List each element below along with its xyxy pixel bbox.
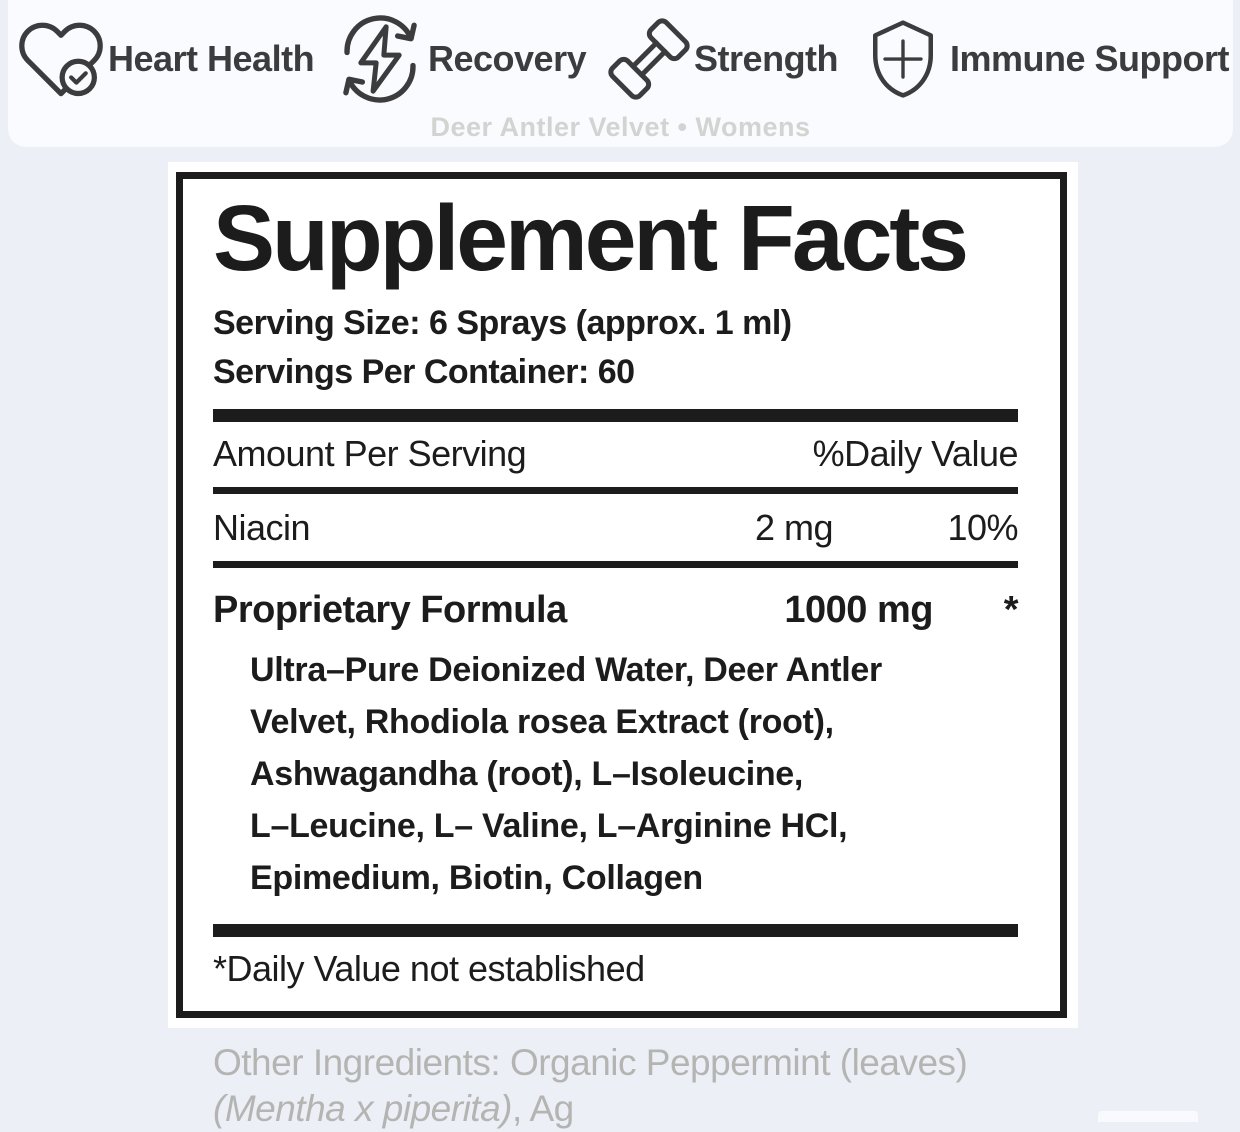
serving-size-text: Serving Size: 6 Sprays (approx. 1 ml): [213, 304, 792, 343]
ingredient-line: Ashwagandha (root), L–Isoleucine,: [250, 754, 804, 793]
product-label-image[interactable]: Supplement Facts Serving Size: 6 Sprays …: [168, 162, 1078, 1028]
divider-thick: [213, 408, 1018, 422]
supplement-facts-title: Supplement Facts: [213, 186, 969, 290]
divider-medium: [213, 561, 1018, 569]
benefit-heart-health: Heart Health: [16, 14, 315, 104]
shield-plus-icon: [858, 14, 948, 104]
product-variant-caption: Deer Antler Velvet • Womens: [430, 112, 811, 142]
benefits-banner: Heart Health Recovery: [8, 0, 1233, 147]
benefit-label: Heart Health: [108, 38, 315, 79]
servings-per-container-text: Servings Per Container: 60: [213, 353, 635, 392]
other-ingredients-line1: Other Ingredients: Organic Peppermint (l…: [213, 1042, 968, 1083]
amount-per-serving-header: Amount Per Serving: [213, 432, 527, 474]
heart-check-icon: [16, 14, 106, 104]
proprietary-ingredients-list: Ultra–Pure Deionized Water, Deer Antler …: [213, 644, 1018, 904]
other-ingredients-line2: (Mentha x piperita), Ag: [213, 1086, 1053, 1132]
divider-thick: [213, 923, 1018, 937]
proprietary-daily-value: *: [1003, 589, 1019, 632]
daily-value-header: %Daily Value: [812, 432, 1019, 474]
ingredient-line: Ultra–Pure Deionized Water, Deer Antler: [250, 650, 882, 689]
next-section-card-edge: [1098, 1111, 1198, 1122]
nutrient-row-niacin: Niacin 2 mg 10%: [213, 506, 1019, 549]
other-ingredients-line2-rest: , Ag: [511, 1088, 574, 1129]
benefit-immune-support: Immune Support: [858, 14, 1229, 104]
nutrient-daily-value: 10%: [947, 507, 1018, 549]
ingredient-line: L–Leucine, L– Valine, L–Arginine HCl,: [250, 806, 848, 845]
divider-medium: [213, 487, 1018, 495]
proprietary-name: Proprietary Formula: [213, 589, 567, 632]
ingredient-line: Velvet, Rhodiola rosea Extract (root),: [250, 702, 834, 741]
benefits-row: Heart Health Recovery: [16, 8, 1229, 110]
other-ingredients-text: Other Ingredients: Organic Peppermint (l…: [213, 1040, 1053, 1132]
facts-header-row: Amount Per Serving %Daily Value: [213, 432, 1019, 475]
dumbbell-icon: [606, 16, 692, 102]
benefit-strength: Strength: [606, 16, 839, 102]
nutrient-amount: 2 mg: [754, 507, 834, 549]
nutrient-name: Niacin: [213, 507, 311, 549]
ingredient-line: Epimedium, Biotin, Collagen: [250, 858, 703, 897]
daily-value-footnote: *Daily Value not established: [213, 947, 645, 989]
benefit-recovery: Recovery: [334, 13, 587, 105]
benefit-label: Strength: [694, 38, 839, 79]
proprietary-amount: 1000 mg: [784, 589, 933, 632]
benefit-label: Recovery: [428, 38, 587, 79]
supplement-facts-panel: Supplement Facts Serving Size: 6 Sprays …: [176, 172, 1067, 1018]
proprietary-formula-row: Proprietary Formula 1000 mg *: [213, 588, 1019, 634]
benefit-label: Immune Support: [949, 38, 1230, 79]
recovery-icon: [334, 13, 426, 105]
latin-name: (Mentha x piperita): [213, 1088, 512, 1129]
